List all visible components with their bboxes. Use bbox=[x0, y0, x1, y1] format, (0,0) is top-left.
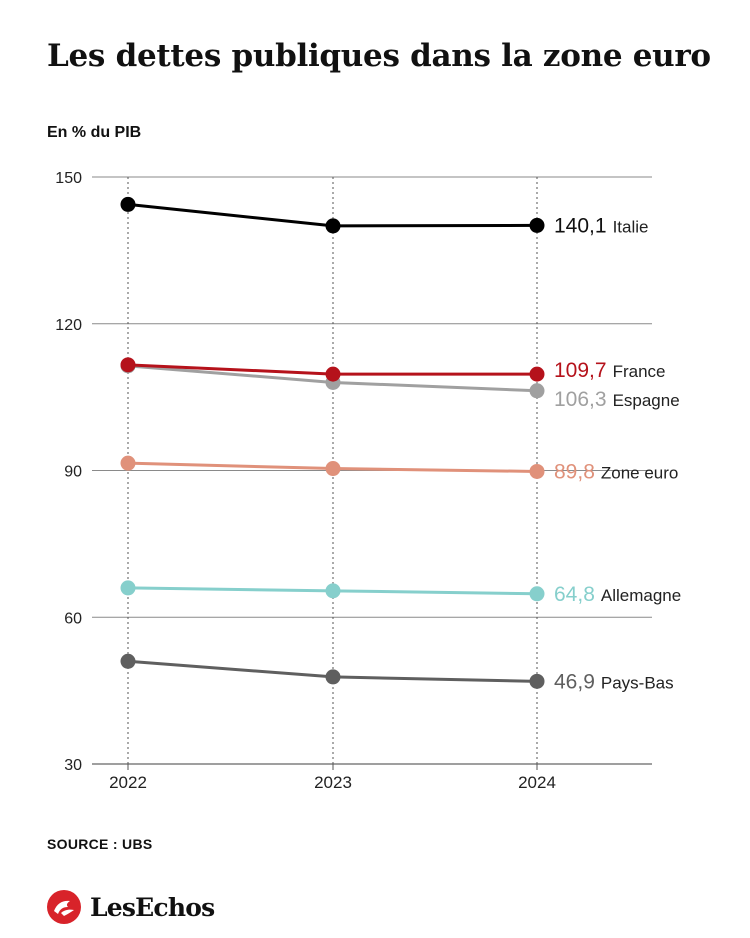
series-value: 140,1 bbox=[554, 214, 607, 237]
data-point bbox=[325, 669, 341, 685]
series-name: France bbox=[613, 362, 666, 381]
y-tick-label: 60 bbox=[64, 610, 82, 627]
brand-name: LesEchos bbox=[90, 892, 215, 922]
brand: LesEchos bbox=[46, 888, 215, 926]
data-point bbox=[529, 383, 545, 399]
data-point bbox=[325, 461, 341, 477]
data-point bbox=[120, 455, 136, 471]
data-point bbox=[120, 653, 136, 669]
series-value: 109,7 bbox=[554, 359, 607, 382]
data-point bbox=[529, 217, 545, 233]
data-point bbox=[120, 580, 136, 596]
y-tick-label: 120 bbox=[55, 317, 82, 334]
series-end-label: 109,7 France bbox=[554, 359, 665, 382]
series-end-label: 140,1 Italie bbox=[554, 214, 648, 237]
data-point bbox=[120, 357, 136, 373]
series-end-label: 46,9 Pays-Bas bbox=[554, 670, 674, 693]
x-tick-label: 2024 bbox=[518, 773, 556, 792]
series-value: 89,8 bbox=[554, 460, 595, 483]
series-name: Espagne bbox=[613, 391, 680, 410]
data-point bbox=[325, 366, 341, 382]
series-value: 46,9 bbox=[554, 670, 595, 693]
line-chart: 30 60 90 120 150 2022 2023 2024 140,1 Italie 109,7… bbox=[55, 170, 681, 792]
series-name: Allemagne bbox=[601, 586, 681, 605]
source-label: SOURCE : UBS bbox=[47, 836, 153, 852]
y-tick-label: 30 bbox=[64, 757, 82, 774]
data-point bbox=[120, 196, 136, 212]
chart-title: Les dettes publiques dans la zone euro bbox=[47, 38, 711, 74]
data-point bbox=[529, 366, 545, 382]
data-point bbox=[529, 673, 545, 689]
x-tick-label: 2022 bbox=[109, 773, 147, 792]
data-point bbox=[325, 218, 341, 234]
series-name: Pays-Bas bbox=[601, 673, 674, 692]
unit-label: En % du PIB bbox=[47, 124, 142, 141]
series-value: 106,3 bbox=[554, 388, 607, 411]
series-end-label: 64,8 Allemagne bbox=[554, 583, 681, 606]
y-tick-label: 90 bbox=[64, 464, 82, 481]
series-name: Italie bbox=[613, 217, 649, 236]
data-point bbox=[325, 583, 341, 599]
les-echos-logo-icon bbox=[47, 890, 81, 924]
y-tick-label: 150 bbox=[55, 170, 82, 187]
x-tick-label: 2023 bbox=[314, 773, 352, 792]
series-value: 64,8 bbox=[554, 583, 595, 606]
series-end-label: 106,3 Espagne bbox=[554, 388, 680, 411]
series-end-label: 89,8 Zone euro bbox=[554, 460, 678, 483]
data-point bbox=[529, 586, 545, 602]
series-name: Zone euro bbox=[601, 463, 679, 482]
data-point bbox=[529, 463, 545, 479]
